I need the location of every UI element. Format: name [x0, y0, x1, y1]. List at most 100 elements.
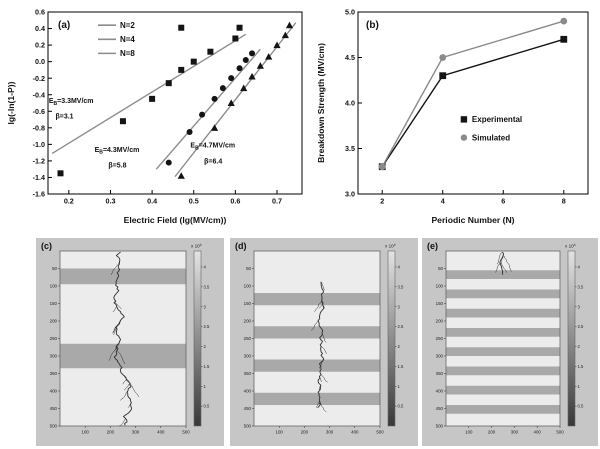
- panel-b-breakdown-strength-chart: 2 4 6 8 3.0 3.5 4.0 4.5 5.0 Periodic Number (N) Br…: [316, 8, 589, 225]
- y-tick-label: 4.5: [345, 53, 355, 62]
- breakdown-tree-branch: [318, 384, 322, 391]
- breakdown-tree-branch: [321, 346, 328, 354]
- x-tick-label: 200: [488, 430, 496, 435]
- breakdown-tree-branch: [311, 320, 319, 331]
- breakdown-tree: [311, 281, 328, 413]
- panel-label: (b): [366, 20, 379, 31]
- legend-label: N=4: [120, 35, 135, 44]
- marker-circle: [165, 159, 172, 166]
- fit-line-N=4: [155, 48, 261, 170]
- series-Simulated: [378, 17, 568, 171]
- annotation: β=3.1: [55, 114, 73, 121]
- colorbar: [567, 250, 576, 427]
- colorbar-tick-label: 1: [204, 384, 207, 389]
- marker-triangle: [281, 31, 289, 39]
- marker-square: [57, 170, 64, 177]
- y-tick-label: 400: [50, 389, 58, 394]
- annotation: β=5.8: [108, 163, 126, 170]
- x-tick-label: 0.6: [230, 197, 240, 206]
- x-tick-label: 100: [276, 430, 284, 435]
- y-tick-label: 100: [436, 284, 444, 289]
- x-tick-label: 400: [351, 430, 359, 435]
- breakdown-tree-branch: [129, 383, 140, 397]
- image-area: [446, 251, 560, 426]
- y-tick-label: 150: [244, 301, 252, 306]
- panel-e-simulation-image: 100 200 300 400 5005010015020025030035040045…: [422, 238, 598, 446]
- y-tick-label: 500: [244, 424, 252, 429]
- annotation: EB=4.3MV/cm: [95, 147, 140, 156]
- y-tick-label: 350: [244, 371, 252, 376]
- marker-circle: [186, 128, 193, 135]
- y-tick-label: 250: [244, 336, 252, 341]
- legend-label: N=8: [120, 49, 135, 58]
- y-tick-label: 50: [438, 266, 443, 271]
- y-tick-label: 400: [244, 389, 252, 394]
- marker-square: [190, 58, 197, 65]
- y-tick-label: 150: [436, 301, 444, 306]
- colorbar-tick-label: 2: [204, 344, 207, 349]
- marker-circle: [219, 85, 226, 92]
- y-tick-label: -0.2: [33, 74, 45, 83]
- y-tick-label: 400: [436, 389, 444, 394]
- breakdown-tree: [108, 251, 140, 426]
- marker-square: [178, 66, 185, 73]
- x-tick-label: 300: [511, 430, 519, 435]
- breakdown-tree-branch: [113, 318, 123, 335]
- marker-triangle: [273, 41, 281, 49]
- marker-square: [232, 35, 239, 42]
- x-tick-label: 200: [107, 430, 115, 435]
- breakdown-tree-branch: [497, 251, 503, 265]
- breakdown-tree-trunk: [317, 281, 325, 409]
- panel-c-simulation-image: 100 200 300 400 5005010015020025030035040045…: [36, 238, 224, 446]
- dielectric-band: [446, 405, 560, 414]
- y-tick-label: -0.6: [33, 107, 45, 116]
- marker-circle: [378, 163, 386, 171]
- x-tick-label: 0.7: [272, 197, 282, 206]
- y-tick-label: 0.2: [35, 41, 45, 50]
- marker-circle: [199, 111, 206, 118]
- y-tick-label: 300: [50, 354, 58, 359]
- y-tick-label: 50: [246, 266, 251, 271]
- colorbar-tick-label: 1: [398, 384, 401, 389]
- y-tick-label: -1.0: [33, 140, 45, 149]
- breakdown-tree-branch: [320, 281, 325, 291]
- y-tick-label: 3.0: [345, 190, 355, 199]
- marker-square: [119, 118, 126, 125]
- breakdown-tree-branch: [319, 400, 327, 413]
- breakdown-tree-branch: [113, 327, 116, 333]
- y-tick-label: 500: [436, 424, 444, 429]
- x-tick-label: 8: [562, 197, 566, 206]
- legend-label: N=2: [120, 21, 135, 30]
- panel-label: (a): [58, 20, 70, 31]
- y-tick-label: 200: [436, 319, 444, 324]
- marker-square: [236, 24, 243, 31]
- x-tick-label: 400: [534, 430, 542, 435]
- breakdown-tree: [494, 251, 512, 275]
- breakdown-tree-branch: [314, 297, 323, 312]
- dielectric-band: [254, 359, 380, 372]
- x-tick-label: 300: [132, 430, 140, 435]
- legend-label: Simulated: [472, 133, 510, 142]
- x-axis-label: Electric Field (lg(MV/cm)): [124, 215, 227, 225]
- y-tick-label: 200: [50, 319, 58, 324]
- breakdown-tree-branch: [315, 402, 320, 408]
- marker-triangle: [285, 21, 294, 29]
- marker-triangle: [210, 124, 219, 131]
- y-tick-label: 350: [50, 371, 58, 376]
- y-tick-label: 250: [50, 336, 58, 341]
- plot-frame: [47, 11, 303, 195]
- y-axis-label: Breakdown Strength (MV/cm): [316, 43, 326, 163]
- x-tick-label: 4: [441, 197, 445, 206]
- colorbar-tick-label: 4: [398, 265, 401, 270]
- legend-label: Experimental: [472, 115, 522, 124]
- y-tick-label: 5.0: [345, 8, 355, 17]
- breakdown-tree-branch: [114, 299, 122, 310]
- y-tick-label: 300: [244, 354, 252, 359]
- dielectric-band: [254, 293, 380, 306]
- breakdown-tree-branch: [110, 260, 121, 276]
- breakdown-tree-branch: [318, 304, 323, 309]
- x-tick-label: 0.2: [64, 197, 74, 206]
- colorbar-exponent-label: x 104: [385, 243, 396, 248]
- marker-triangle: [256, 62, 264, 69]
- x-tick-label: 400: [157, 430, 165, 435]
